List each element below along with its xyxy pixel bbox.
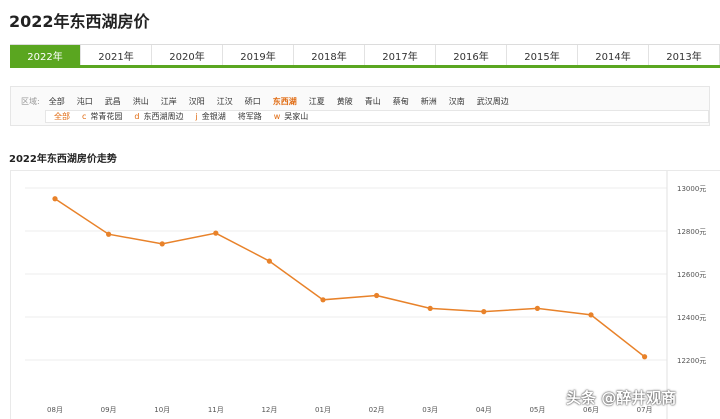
district-item[interactable]: 洪山 bbox=[132, 97, 149, 106]
data-point[interactable] bbox=[266, 258, 272, 264]
year-tab-2[interactable]: 2020年 bbox=[152, 45, 223, 65]
filter-panel: 区域: 全部 沌口 武昌 洪山 江岸 汉阳 江汉 硚口 东西湖 江夏 黄陂 青山 蔡甸 新洲 汉南 武汉周边 … bbox=[10, 86, 710, 126]
x-tick-label: 10月 bbox=[154, 406, 170, 414]
x-tick-label: 03月 bbox=[422, 406, 438, 414]
district-row: 区域: 全部 沌口 武昌 洪山 江岸 汉阳 江汉 硚口 东西湖 江夏 黄陂 青山 蔡甸 新洲 汉南 武汉周边 bbox=[21, 96, 521, 107]
data-point[interactable] bbox=[588, 312, 594, 318]
sub-area-letter: j bbox=[195, 112, 198, 121]
data-point[interactable] bbox=[213, 230, 219, 236]
sub-area-item[interactable]: 全部 bbox=[54, 111, 70, 122]
y-tick-label: 12600元 bbox=[677, 271, 706, 279]
sub-area-letter: c bbox=[82, 112, 87, 121]
district-item[interactable]: 青山 bbox=[364, 97, 381, 106]
data-point[interactable] bbox=[427, 305, 433, 311]
district-item[interactable]: 汉阳 bbox=[188, 97, 205, 106]
sub-area-name: 吴家山 bbox=[284, 112, 309, 121]
district-item[interactable]: 汉南 bbox=[448, 97, 465, 106]
district-item[interactable]: 沌口 bbox=[76, 97, 93, 106]
sub-area-item[interactable]: w 吴家山 bbox=[274, 111, 309, 122]
x-tick-label: 12月 bbox=[261, 406, 277, 414]
data-point[interactable] bbox=[52, 196, 58, 202]
district-label: 区域: bbox=[21, 97, 40, 106]
y-tick-label: 12200元 bbox=[677, 357, 706, 365]
data-point[interactable] bbox=[534, 305, 541, 311]
x-tick-label: 07月 bbox=[637, 406, 653, 414]
district-item[interactable]: 江夏 bbox=[308, 97, 325, 106]
sub-area-name: 常青花园 bbox=[90, 112, 123, 121]
chart-title: 2022年东西湖房价走势 bbox=[9, 154, 117, 165]
sub-area-letter: d bbox=[134, 112, 140, 121]
year-tabs: 2022年 2021年 2020年 2019年 2018年 2017年 2016年 2015年… bbox=[10, 44, 720, 68]
y-tick-label: 13000元 bbox=[677, 185, 706, 193]
sub-area-name: 金银湖 bbox=[201, 112, 226, 121]
district-item[interactable]: 武汉周边 bbox=[476, 97, 509, 106]
sub-area-item[interactable]: 将军路 bbox=[238, 111, 262, 122]
year-tab-0[interactable]: 2022年 bbox=[10, 45, 81, 65]
district-item[interactable]: 全部 bbox=[48, 97, 65, 106]
data-point[interactable] bbox=[374, 292, 380, 299]
x-tick-label: 08月 bbox=[47, 406, 63, 414]
watermark: 头条 @醉井观商 bbox=[566, 389, 677, 407]
district-item[interactable]: 蔡甸 bbox=[392, 97, 409, 106]
sub-area-item[interactable]: j 金银湖 bbox=[195, 111, 225, 122]
sub-area-name: 东西湖周边 bbox=[143, 112, 184, 121]
year-tab-9[interactable]: 2013年 bbox=[649, 45, 720, 65]
data-point[interactable] bbox=[320, 297, 326, 303]
district-item[interactable]: 江岸 bbox=[160, 97, 177, 106]
price-trend-chart: 13000元 12800元 12600元 12400元 12200元 08月 09月 10月 1… bbox=[25, 171, 706, 419]
series-line bbox=[54, 198, 646, 358]
year-tab-6[interactable]: 2016年 bbox=[436, 45, 507, 65]
chart-panel: 13000元 12800元 12600元 12400元 12200元 08月 09月 10月 1… bbox=[10, 170, 720, 419]
year-tab-7[interactable]: 2015年 bbox=[507, 45, 578, 65]
year-tab-1[interactable]: 2021年 bbox=[81, 45, 152, 65]
sub-area-item[interactable]: c 常青花园 bbox=[82, 111, 122, 122]
year-tab-4[interactable]: 2018年 bbox=[294, 45, 365, 65]
sub-area-row: 全部 c 常青花园 d 东西湖周边 j 金银湖 将军路 w 吴家山 bbox=[45, 110, 709, 123]
sub-area-name: 全部 bbox=[54, 112, 70, 121]
y-tick-label: 12800元 bbox=[677, 228, 706, 236]
x-tick-label: 02月 bbox=[369, 406, 385, 414]
x-tick-label: 09月 bbox=[101, 406, 117, 414]
year-tab-8[interactable]: 2014年 bbox=[578, 45, 649, 65]
data-point[interactable] bbox=[159, 241, 165, 247]
y-tick-label: 12400元 bbox=[677, 314, 706, 322]
sub-area-item[interactable]: d 东西湖周边 bbox=[134, 111, 183, 122]
x-tick-label: 04月 bbox=[476, 406, 492, 414]
page-title: 2022年东西湖房价 bbox=[9, 12, 150, 31]
x-tick-label: 11月 bbox=[208, 406, 224, 414]
data-point[interactable] bbox=[642, 354, 648, 360]
data-point[interactable] bbox=[106, 231, 112, 237]
district-item[interactable]: 东西湖 bbox=[272, 97, 297, 106]
sub-area-letter: w bbox=[273, 112, 281, 121]
x-tick-label: 06月 bbox=[583, 406, 599, 414]
year-tab-5[interactable]: 2017年 bbox=[365, 45, 436, 65]
x-tick-label: 05月 bbox=[529, 406, 545, 414]
year-tab-3[interactable]: 2019年 bbox=[223, 45, 294, 65]
district-item[interactable]: 硚口 bbox=[244, 97, 261, 106]
district-item[interactable]: 新洲 bbox=[420, 97, 437, 106]
district-item[interactable]: 江汉 bbox=[216, 97, 233, 106]
district-item[interactable]: 武昌 bbox=[104, 97, 121, 106]
district-item[interactable]: 黄陂 bbox=[336, 97, 353, 106]
sub-area-name: 将军路 bbox=[237, 112, 262, 121]
data-point[interactable] bbox=[481, 309, 487, 315]
x-tick-label: 01月 bbox=[315, 406, 331, 414]
